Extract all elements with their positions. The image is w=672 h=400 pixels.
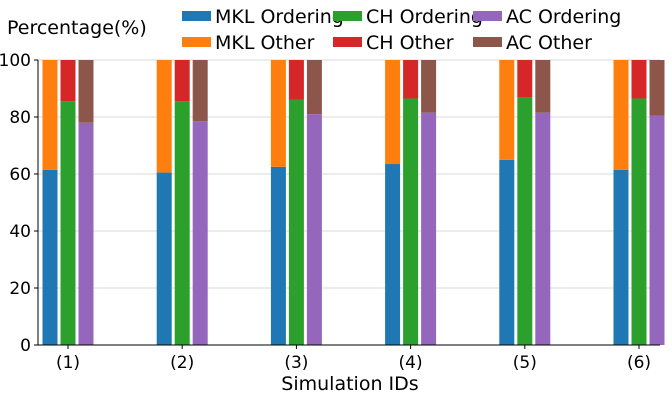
legend-swatch [182,37,211,47]
legend-swatch [182,11,211,21]
y-tick-label: 60 [9,165,31,185]
bar-ch-ordering [60,101,76,345]
bar-ac-other [306,60,322,115]
bar-mkl-other [499,60,515,160]
bar-ch-other [631,60,647,99]
bar-mkl-other [613,60,629,170]
legend-swatch [473,37,502,47]
legend-label: MKL Other [215,32,315,54]
bar-ac-other [535,60,551,113]
legend-label: AC Ordering [506,6,621,28]
bar-ac-ordering [192,121,208,346]
bars [42,60,665,346]
bar-ac-ordering [421,112,437,345]
y-tick-label: 0 [20,336,31,356]
legend-label: CH Other [366,32,454,54]
bar-mkl-ordering [385,164,401,345]
bar-ac-other [421,60,437,113]
bar-ac-ordering [78,122,94,345]
bar-ac-other [649,60,665,116]
x-axis-label: Simulation IDs [281,373,418,395]
legend-label: MKL Ordering [215,6,344,28]
bar-mkl-other [156,60,172,173]
bar-ch-ordering [631,98,647,345]
legend-swatch [333,11,362,21]
bar-mkl-ordering [270,166,286,345]
bar-ch-other [403,60,419,99]
legend: MKL Ordering CH Ordering AC Ordering MKL Ot… [182,6,621,54]
bar-mkl-other [270,60,286,167]
x-tick-label: (1) [56,353,80,373]
bar-mkl-ordering [42,169,58,345]
bar-ch-ordering [288,99,304,346]
bar-ac-ordering [535,112,551,345]
bar-ch-other [288,60,304,100]
bar-mkl-ordering [499,159,515,345]
legend-label: AC Other [506,32,592,54]
bar-mkl-other [42,60,58,170]
x-tick-label: (4) [399,353,423,373]
bar-ch-other [60,60,76,102]
bar-ch-ordering [174,101,190,345]
bar-mkl-ordering [156,172,172,345]
bar-ac-ordering [306,114,322,346]
y-axis-label: Percentage(%) [7,17,147,39]
legend-swatch [473,11,502,21]
bar-ch-ordering [517,97,533,345]
y-tick-label: 80 [9,108,31,128]
bar-ch-other [174,60,190,102]
bar-ac-ordering [649,115,665,345]
bar-ch-ordering [403,98,419,345]
bar-mkl-other [385,60,401,165]
bar-ac-other [78,60,94,123]
y-tick-label: 20 [9,279,31,299]
bar-ac-other [192,60,208,122]
x-tick-label: (5) [513,353,537,373]
grid-lines [38,59,660,289]
x-tick-label: (2) [170,353,194,373]
y-tick-label: 40 [9,222,31,242]
bar-mkl-ordering [613,169,629,345]
bar-ch-other [517,60,533,98]
legend-swatch [333,37,362,47]
x-tick-label: (6) [627,353,651,373]
axes: 0 20 40 60 80 100 (1) (2) (3) (4) (5) (6) [0,51,660,373]
x-tick-label: (3) [284,353,308,373]
y-tick-label: 100 [0,51,31,71]
legend-label: CH Ordering [366,6,483,28]
